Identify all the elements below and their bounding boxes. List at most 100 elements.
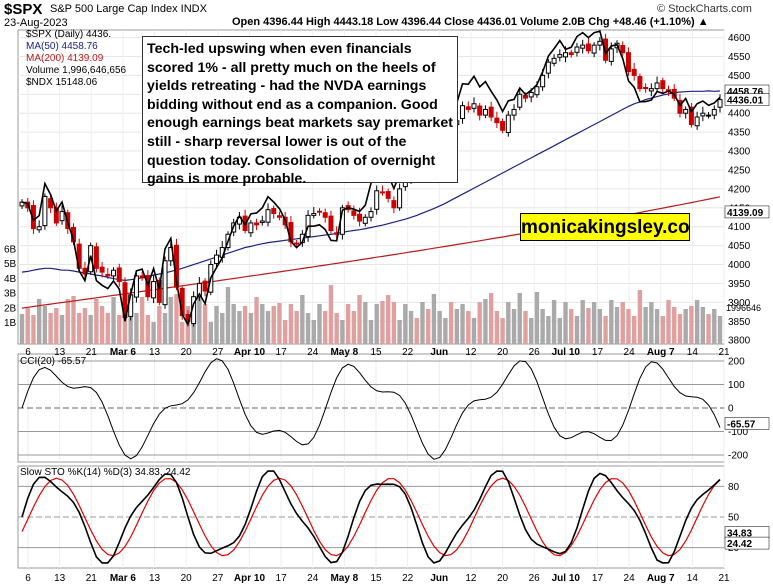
volume-bar bbox=[48, 313, 53, 344]
candle-body bbox=[368, 211, 374, 218]
x-tick-label: 21 bbox=[86, 573, 98, 584]
volume-bar bbox=[631, 316, 637, 344]
volume-bar bbox=[466, 311, 471, 344]
candle-body bbox=[505, 114, 511, 134]
candle-body bbox=[59, 211, 65, 222]
cci-tick-label: 0 bbox=[728, 404, 734, 415]
volume-bar bbox=[42, 306, 48, 344]
candle-body bbox=[156, 279, 162, 303]
candle-body bbox=[265, 209, 271, 223]
volume-bar bbox=[614, 307, 620, 344]
x-tick-label: 13 bbox=[54, 347, 66, 358]
volume-bar bbox=[59, 315, 65, 344]
volume-tick-label: 6B bbox=[4, 245, 17, 256]
price-tick-label: 4600 bbox=[728, 33, 751, 44]
volume-bar bbox=[672, 307, 677, 344]
x-tick-label: Jun bbox=[430, 347, 448, 358]
volume-bar bbox=[300, 295, 305, 344]
volume-bar bbox=[717, 316, 723, 344]
volume-tick-label: 2B bbox=[4, 303, 17, 314]
volume-bar bbox=[546, 316, 551, 344]
volume-bar bbox=[414, 318, 419, 344]
x-tick-label: 6 bbox=[25, 347, 31, 358]
legend-volume: Volume 1,996,646,656 bbox=[26, 65, 127, 76]
sto-k-value: 34.83 bbox=[727, 528, 752, 539]
candle-body bbox=[53, 207, 59, 224]
volume-bar bbox=[471, 318, 477, 344]
x-tick-label: 22 bbox=[402, 347, 414, 358]
x-tick-label: Aug 7 bbox=[647, 573, 675, 584]
candle-body bbox=[42, 195, 48, 227]
candle-body bbox=[660, 80, 666, 90]
candle-body bbox=[391, 200, 397, 209]
candle-body bbox=[322, 212, 328, 218]
candle-body bbox=[608, 48, 614, 62]
x-tick-label: 20 bbox=[497, 347, 509, 358]
volume-bar bbox=[357, 295, 362, 344]
x-tick-label: 17 bbox=[592, 573, 604, 584]
candle-body bbox=[351, 210, 357, 216]
volume-bar bbox=[700, 307, 706, 344]
candle-body bbox=[259, 220, 265, 224]
x-tick-label: Jul 10 bbox=[552, 347, 581, 358]
volume-bar bbox=[511, 309, 517, 344]
x-tick-label: 27 bbox=[212, 347, 224, 358]
candle-body bbox=[48, 198, 54, 209]
volume-bar bbox=[157, 306, 162, 344]
x-tick-label: 24 bbox=[307, 347, 319, 358]
volume-bar bbox=[609, 300, 614, 344]
volume-bar bbox=[294, 311, 299, 344]
volume-bar bbox=[551, 300, 557, 344]
volume-bar bbox=[134, 313, 139, 344]
volume-bar bbox=[649, 302, 654, 344]
volume-bar bbox=[31, 315, 36, 344]
x-tick-label: 21 bbox=[718, 347, 730, 358]
price-tick-label: 4400 bbox=[728, 109, 751, 120]
legend-ndx: $NDX 15148.06 bbox=[26, 77, 98, 88]
volume-bar bbox=[391, 302, 397, 344]
volume-bar bbox=[139, 297, 145, 344]
volume-bar bbox=[374, 304, 379, 344]
candle-body bbox=[397, 188, 403, 209]
candle-body bbox=[528, 91, 534, 98]
volume-bar bbox=[179, 322, 185, 344]
price-value: 4436.01 bbox=[727, 96, 764, 107]
price-tick-label: 4350 bbox=[728, 128, 751, 139]
candle-body bbox=[105, 273, 111, 277]
volume-bar bbox=[483, 299, 488, 344]
candle-body bbox=[585, 43, 591, 52]
x-tick-label: 24 bbox=[624, 573, 636, 584]
candle-body bbox=[643, 87, 649, 90]
volume-bar bbox=[265, 311, 271, 344]
candle-body bbox=[637, 76, 643, 90]
volume-bar bbox=[660, 316, 665, 344]
volume-bar bbox=[517, 293, 522, 344]
volume-bar bbox=[540, 309, 545, 344]
price-tick-label: 3800 bbox=[728, 336, 751, 347]
candle-body bbox=[460, 105, 466, 120]
volume-bar bbox=[208, 322, 214, 344]
candle-body bbox=[500, 121, 506, 131]
candle-body bbox=[328, 215, 334, 232]
volume-bar bbox=[643, 307, 648, 344]
cci-tick-label: -100 bbox=[728, 427, 748, 438]
x-tick-label: 13 bbox=[149, 573, 161, 584]
candle-body bbox=[482, 108, 488, 116]
volume-bar bbox=[311, 320, 316, 344]
volume-bar bbox=[168, 297, 173, 344]
volume-bar bbox=[586, 308, 591, 344]
sto-d-value: 24.42 bbox=[727, 539, 752, 550]
price-tick-label: 3950 bbox=[728, 279, 751, 290]
volume-bar bbox=[128, 306, 133, 344]
volume-bar bbox=[597, 309, 603, 344]
volume-bar bbox=[19, 314, 25, 344]
ticker-title: $SPX bbox=[4, 1, 43, 18]
candle-body bbox=[620, 45, 626, 54]
volume-bar bbox=[191, 313, 196, 344]
price-tick-label: 4200 bbox=[728, 184, 751, 195]
sto-d-value-flag bbox=[724, 536, 770, 550]
volume-bar bbox=[494, 311, 500, 344]
volume-bar bbox=[683, 309, 688, 344]
candle-body bbox=[248, 222, 254, 234]
